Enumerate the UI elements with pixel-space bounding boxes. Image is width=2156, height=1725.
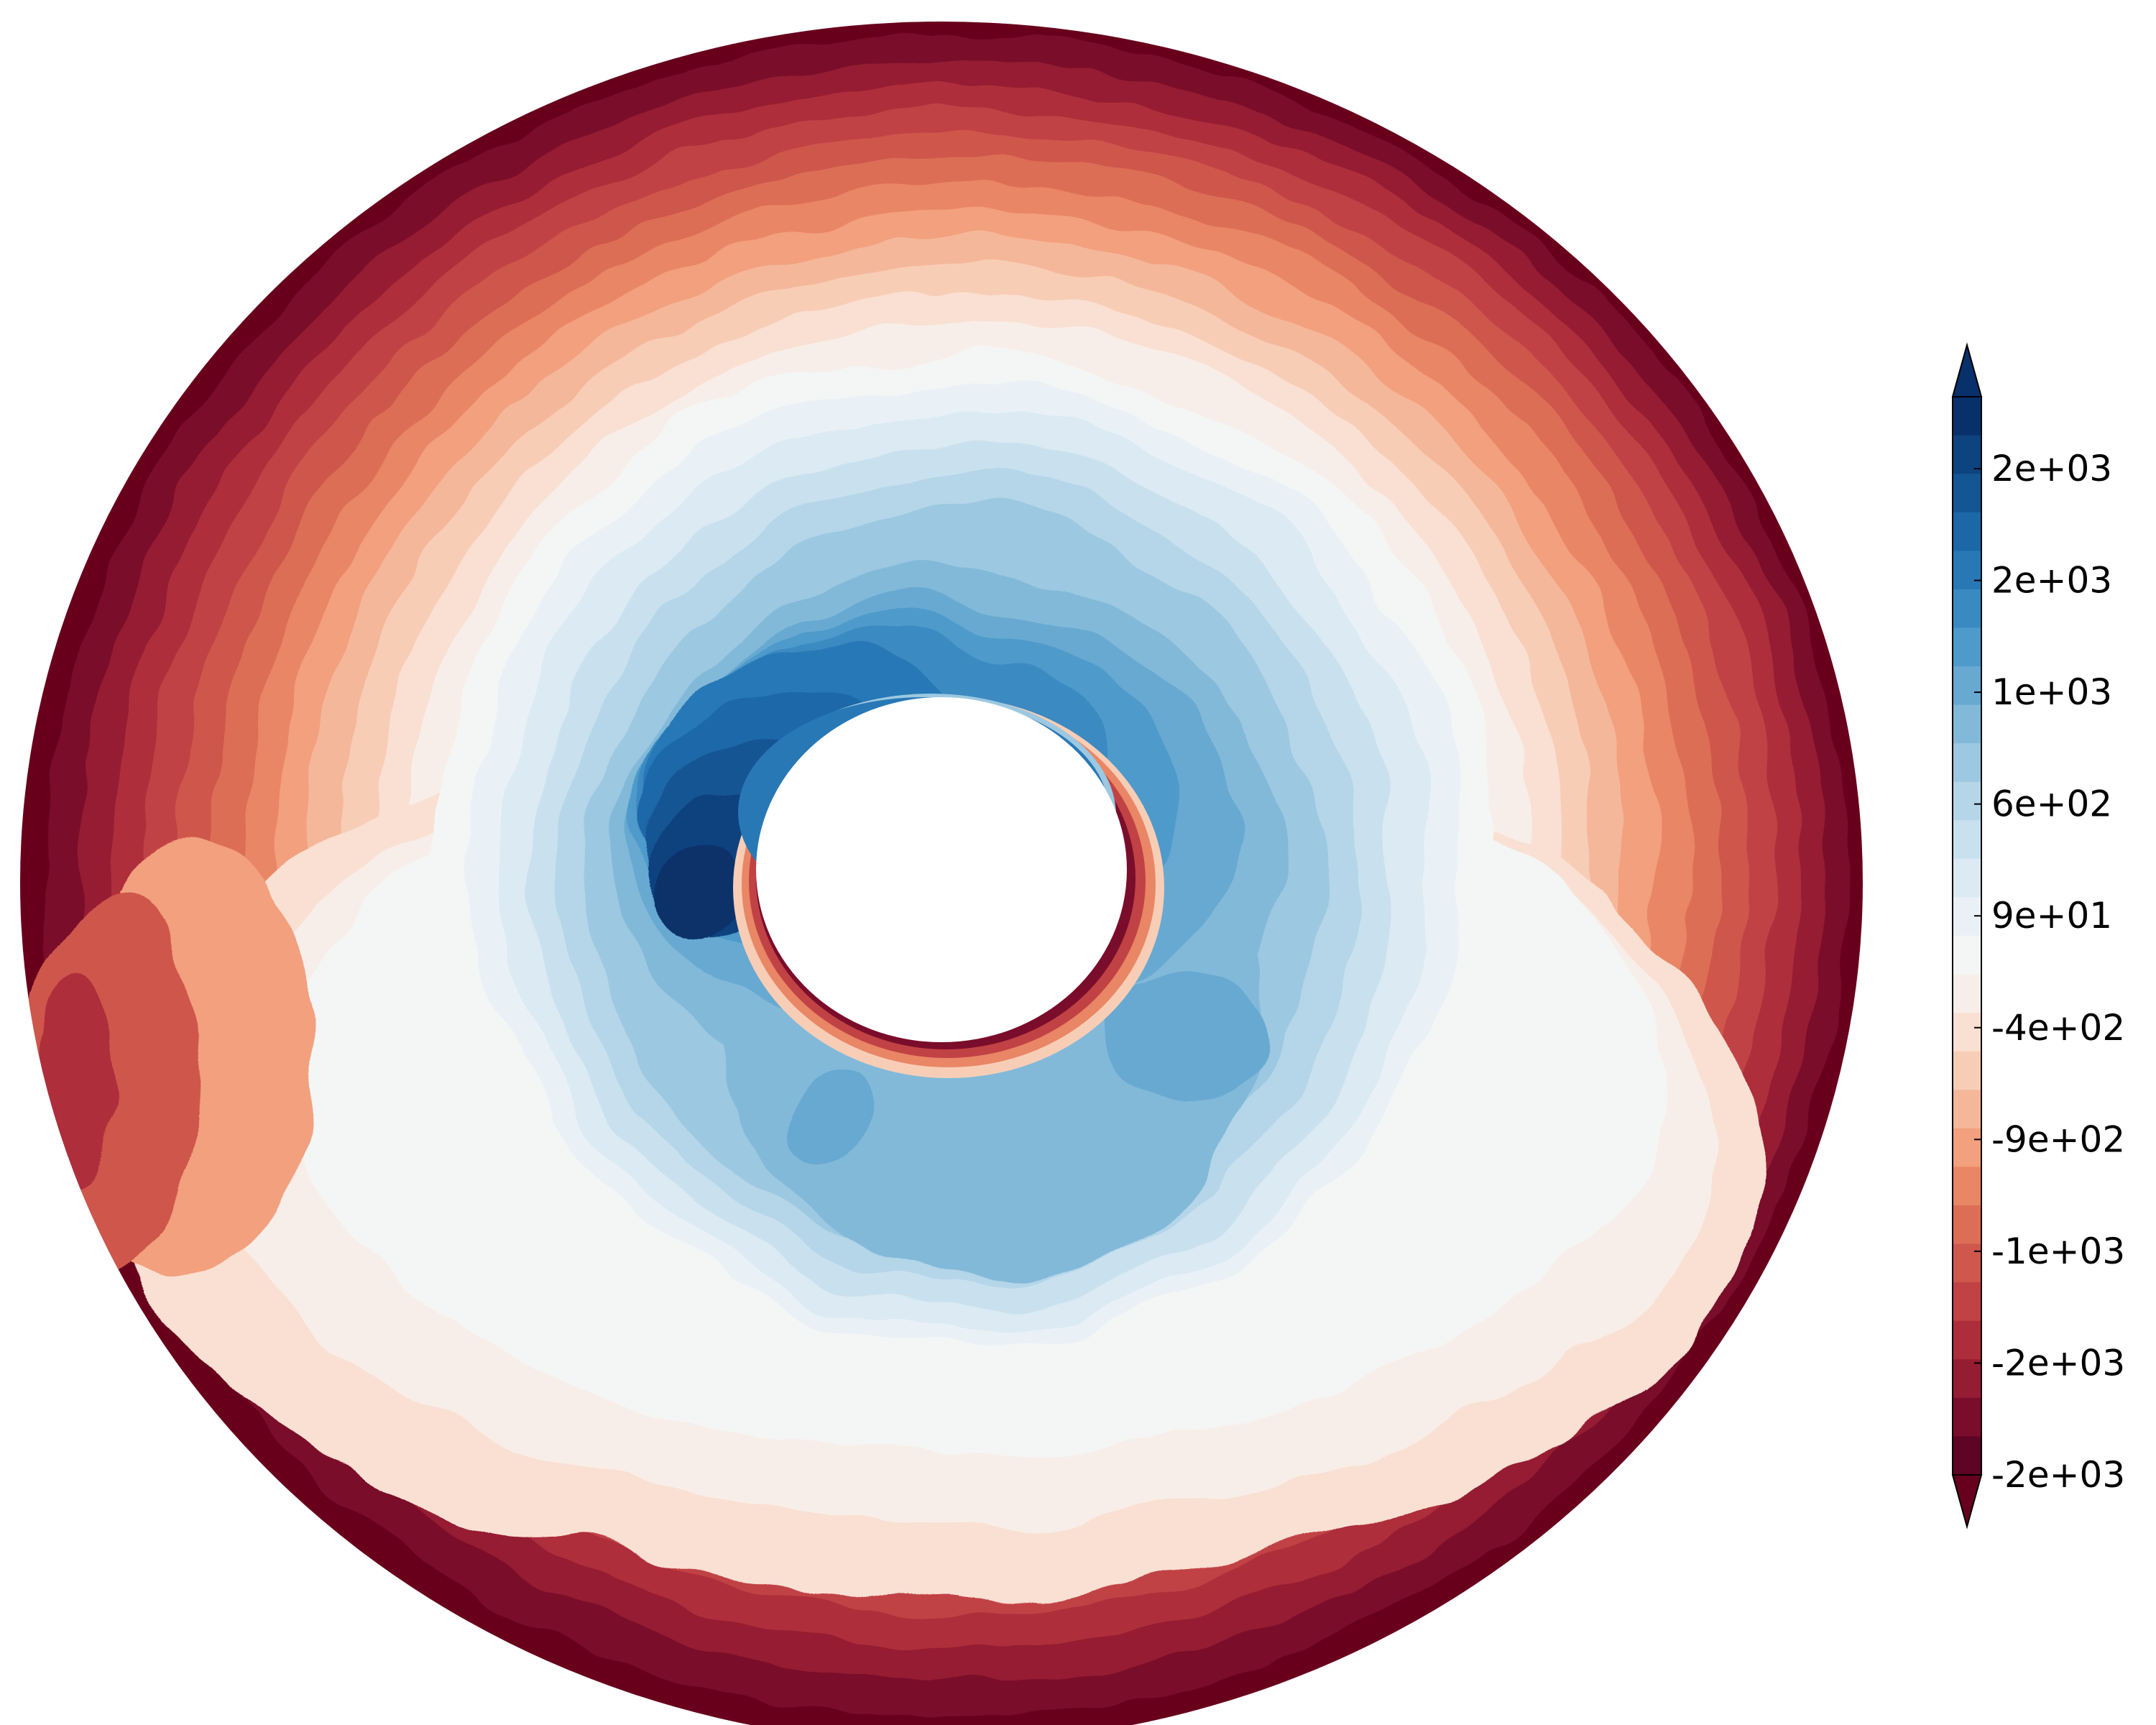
colorbar-tick-label: 2e+03 <box>1991 448 2112 489</box>
colorbar-level-13 <box>1953 897 1981 937</box>
colorbar-level-9 <box>1953 743 1981 783</box>
colorbar-level-4 <box>1953 551 1981 590</box>
colorbar-tick-label: 9e+01 <box>1991 895 2112 937</box>
colorbar-level-27 <box>1953 1436 1981 1476</box>
colorbar-ticks: 2e+03 2e+03 1e+03 6e+02 9e+01 -4e+02 -9e+02 -1e… <box>1974 448 2125 1496</box>
colorbar-tick-label: 6e+02 <box>1991 783 2112 825</box>
colorbar-level-1 <box>1953 435 1981 474</box>
colorbar-level-22 <box>1953 1243 1981 1283</box>
colorbar-tick-label: -1e+03 <box>1991 1230 2125 1272</box>
colorbar-level-8 <box>1953 704 1981 744</box>
colorbar-level-2 <box>1953 474 1981 513</box>
colorbar-level-14 <box>1953 936 1981 975</box>
colorbar-outline <box>1952 396 1982 1476</box>
colorbar-tick-label: -9e+02 <box>1991 1118 2125 1160</box>
colorbar-level-25 <box>1953 1359 1981 1399</box>
colorbar-tick-label: -2e+03 <box>1991 1454 2125 1496</box>
colorbar-level-7 <box>1953 666 1981 706</box>
colorbar-tick-label: 2e+03 <box>1991 560 2112 602</box>
colorbar-bands <box>1953 397 1981 1476</box>
colorbar-level-17 <box>1953 1051 1981 1090</box>
colorbar-tick-label: -2e+03 <box>1991 1342 2125 1384</box>
colorbar-level-21 <box>1953 1205 1981 1245</box>
colorbar-level-0 <box>1953 397 1981 436</box>
colorbar-level-19 <box>1953 1128 1981 1168</box>
colorbar-level-12 <box>1953 858 1981 898</box>
colorbar-level-26 <box>1953 1397 1981 1438</box>
colorbar: 2e+03 2e+03 1e+03 6e+02 9e+01 -4e+02 -9e+02 -1e… <box>1951 342 2125 1530</box>
colorbar-extend-bottom <box>1951 1474 1983 1530</box>
colorbar-tick-label: -4e+02 <box>1991 1007 2125 1049</box>
colorbar-level-24 <box>1953 1320 1981 1360</box>
colorbar-level-16 <box>1953 1013 1981 1052</box>
colorbar-tick-label: 1e+03 <box>1991 671 2112 713</box>
colorbar-extend-top <box>1951 342 1983 397</box>
colorbar-level-20 <box>1953 1167 1981 1206</box>
central-cylinder-hole <box>756 697 1127 1042</box>
colorbar-level-5 <box>1953 589 1981 629</box>
colorbar-level-15 <box>1953 974 1981 1013</box>
colorbar-level-23 <box>1953 1282 1981 1322</box>
colorbar-level-6 <box>1953 627 1981 667</box>
colorbar-level-3 <box>1953 512 1981 551</box>
colorbar-level-10 <box>1953 781 1981 821</box>
colorbar-level-11 <box>1953 820 1981 860</box>
colorbar-level-18 <box>1953 1090 1981 1129</box>
contour-field <box>20 22 1863 1725</box>
